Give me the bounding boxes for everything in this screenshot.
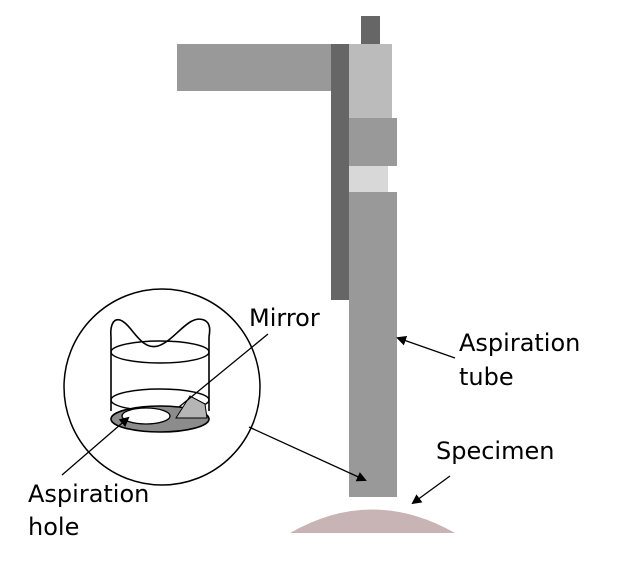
- tube-upper-block: [349, 44, 392, 118]
- specimen-arrow: [411, 475, 451, 505]
- aspiration-hole-label-line1: Aspiration: [28, 480, 149, 508]
- aspiration-tube-label-line2: tube: [459, 363, 514, 391]
- aspiration-tube-label-line1: Aspiration: [459, 329, 580, 357]
- specimen: [290, 509, 455, 533]
- aspiration-hole-arrow: [61, 416, 130, 476]
- tube-collar: [349, 118, 397, 166]
- tube-light-segment: [349, 166, 388, 192]
- aspiration-tube: [349, 192, 397, 497]
- apparatus: [177, 16, 397, 497]
- aspiration-hole-label: Aspiration hole: [28, 480, 157, 541]
- horizontal-arm: [177, 44, 332, 91]
- inset-tube-top: [110, 318, 211, 348]
- inset-to-tube-arrow: [248, 426, 367, 482]
- aspiration-hole-label-line2: hole: [28, 513, 79, 541]
- inset-mirror: [175, 395, 208, 419]
- top-knob: [361, 16, 380, 44]
- specimen-label: Specimen: [436, 437, 554, 465]
- magnified-inset: [63, 288, 261, 486]
- vertical-column: [331, 44, 349, 300]
- inset-upper-band-back: [110, 340, 210, 353]
- inset-aspiration-hole: [121, 407, 171, 425]
- mirror-leader-line: [178, 333, 269, 408]
- aspiration-tube-label: Aspiration tube: [459, 329, 588, 391]
- inset-upper-band-front: [110, 351, 210, 364]
- aspiration-tube-arrow: [396, 335, 456, 359]
- mirror-label: Mirror: [249, 304, 320, 332]
- inset-circle: [63, 288, 261, 486]
